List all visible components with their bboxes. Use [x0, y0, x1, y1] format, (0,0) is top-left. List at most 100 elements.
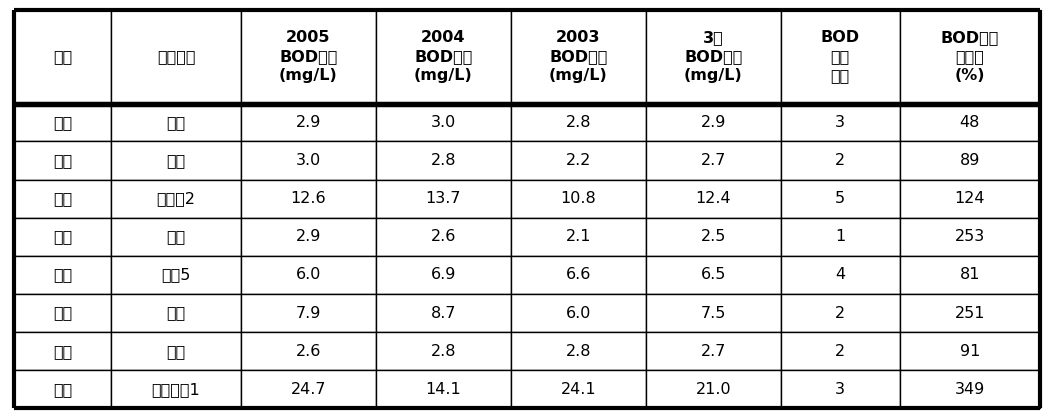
Bar: [14, 10, 112, 103]
Text: 14.1: 14.1: [426, 382, 462, 397]
Bar: [376, 256, 511, 294]
Bar: [511, 256, 646, 294]
Bar: [646, 103, 781, 141]
Text: 서울: 서울: [53, 115, 73, 130]
Text: 13.7: 13.7: [426, 191, 461, 206]
Bar: [646, 10, 781, 103]
Bar: [14, 370, 112, 408]
Bar: [112, 141, 240, 180]
Bar: [781, 256, 900, 294]
Text: 울산: 울산: [53, 344, 73, 359]
Bar: [900, 294, 1040, 332]
Text: 2.9: 2.9: [295, 115, 321, 130]
Bar: [511, 141, 646, 180]
Text: 251: 251: [955, 306, 985, 321]
Bar: [376, 180, 511, 218]
Text: 2005
BOD평균
(mg/L): 2005 BOD평균 (mg/L): [279, 31, 337, 83]
Bar: [376, 218, 511, 256]
Bar: [240, 218, 376, 256]
Bar: [646, 332, 781, 370]
Text: 2.7: 2.7: [701, 344, 726, 359]
Text: 구포: 구포: [167, 153, 186, 168]
Text: 4: 4: [835, 268, 845, 283]
Text: 3년
BOD평균
(mg/L): 3년 BOD평균 (mg/L): [684, 31, 743, 83]
Bar: [14, 256, 112, 294]
Text: 부산: 부산: [53, 153, 73, 168]
Text: BOD기준
달성도
(%): BOD기준 달성도 (%): [940, 31, 999, 83]
Text: 6.0: 6.0: [566, 306, 591, 321]
Bar: [900, 370, 1040, 408]
Text: 5: 5: [835, 191, 845, 206]
Text: 7.5: 7.5: [701, 306, 726, 321]
Text: 2.8: 2.8: [566, 115, 591, 130]
Text: 48: 48: [959, 115, 980, 130]
Bar: [112, 294, 240, 332]
Text: 측정지점: 측정지점: [157, 49, 195, 64]
Text: 갑천5: 갑천5: [161, 268, 191, 283]
Bar: [646, 141, 781, 180]
Bar: [646, 370, 781, 408]
Bar: [900, 218, 1040, 256]
Text: 6.9: 6.9: [431, 268, 456, 283]
Text: 2003
BOD평균
(mg/L): 2003 BOD평균 (mg/L): [549, 31, 608, 83]
Text: 2: 2: [835, 306, 845, 321]
Text: 24.1: 24.1: [561, 382, 597, 397]
Bar: [781, 180, 900, 218]
Text: 6.5: 6.5: [701, 268, 726, 283]
Bar: [511, 294, 646, 332]
Bar: [376, 103, 511, 141]
Bar: [112, 10, 240, 103]
Bar: [240, 103, 376, 141]
Bar: [781, 103, 900, 141]
Text: 도시: 도시: [53, 49, 73, 64]
Bar: [14, 180, 112, 218]
Text: 6.6: 6.6: [566, 268, 591, 283]
Text: 2.9: 2.9: [295, 229, 321, 244]
Bar: [781, 332, 900, 370]
Bar: [646, 256, 781, 294]
Text: 광주: 광주: [53, 306, 73, 321]
Bar: [376, 370, 511, 408]
Bar: [781, 370, 900, 408]
Text: 2.2: 2.2: [566, 153, 591, 168]
Text: 253: 253: [955, 229, 984, 244]
Text: 3: 3: [835, 115, 845, 130]
Bar: [112, 103, 240, 141]
Bar: [14, 294, 112, 332]
Bar: [511, 103, 646, 141]
Text: 8.7: 8.7: [430, 306, 456, 321]
Text: 대구: 대구: [53, 229, 73, 244]
Bar: [376, 332, 511, 370]
Bar: [112, 256, 240, 294]
Text: 2.8: 2.8: [430, 153, 456, 168]
Text: 2: 2: [835, 344, 845, 359]
Bar: [511, 180, 646, 218]
Bar: [900, 103, 1040, 141]
Text: 7.9: 7.9: [295, 306, 321, 321]
Text: 대암: 대암: [167, 229, 186, 244]
Text: 2: 2: [835, 153, 845, 168]
Text: 124: 124: [955, 191, 985, 206]
Text: 89: 89: [959, 153, 980, 168]
Bar: [646, 294, 781, 332]
Bar: [240, 256, 376, 294]
Text: 81: 81: [959, 268, 980, 283]
Text: 수원: 수원: [53, 382, 73, 397]
Text: 21.0: 21.0: [696, 382, 731, 397]
Text: 3: 3: [835, 382, 845, 397]
Text: 2.8: 2.8: [566, 344, 591, 359]
Text: 3.0: 3.0: [296, 153, 320, 168]
Bar: [511, 332, 646, 370]
Text: 12.6: 12.6: [291, 191, 326, 206]
Text: 2.6: 2.6: [431, 229, 456, 244]
Bar: [646, 180, 781, 218]
Text: 명촌: 명촌: [167, 344, 186, 359]
Bar: [900, 10, 1040, 103]
Bar: [240, 141, 376, 180]
Bar: [900, 256, 1040, 294]
Bar: [240, 332, 376, 370]
Text: 10.8: 10.8: [561, 191, 597, 206]
Bar: [112, 180, 240, 218]
Text: 91: 91: [959, 344, 980, 359]
Bar: [112, 218, 240, 256]
